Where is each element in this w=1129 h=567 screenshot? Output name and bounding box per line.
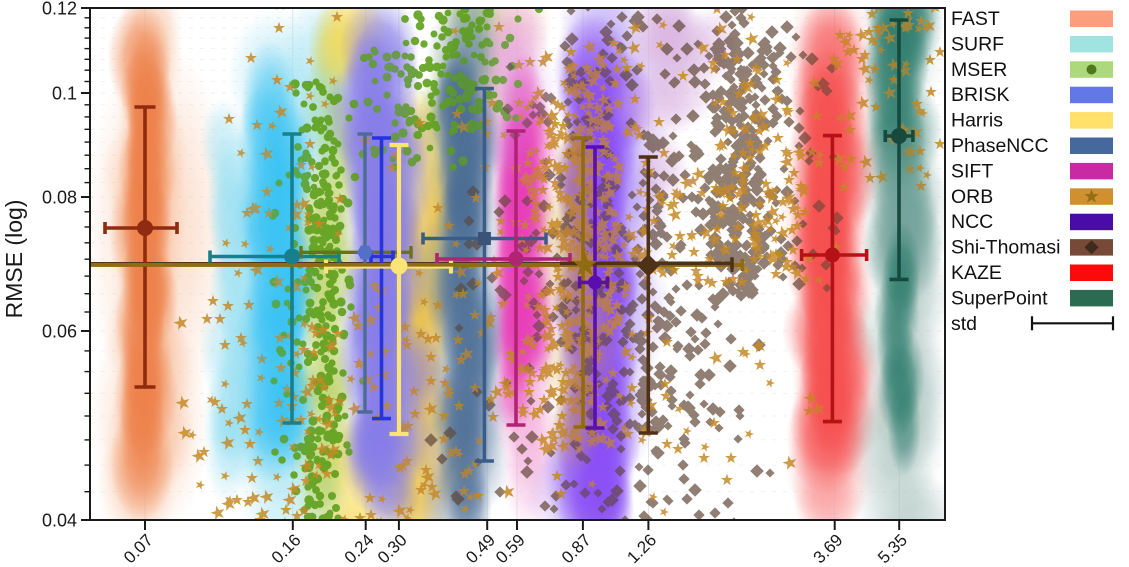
svg-text:MSER: MSER xyxy=(951,59,1007,81)
svg-text:Harris: Harris xyxy=(951,110,1003,132)
svg-text:BRISK: BRISK xyxy=(951,84,1010,106)
svg-text:Shi-Thomasi: Shi-Thomasi xyxy=(951,237,1060,259)
svg-text:std: std xyxy=(951,313,977,335)
svg-text:ORB: ORB xyxy=(951,186,993,208)
svg-text:KAZE: KAZE xyxy=(951,262,1002,284)
svg-text:NCC: NCC xyxy=(951,211,993,233)
svg-text:0.12: 0.12 xyxy=(42,0,77,18)
svg-text:RMSE (log): RMSE (log) xyxy=(1,200,27,319)
svg-text:SURF: SURF xyxy=(951,33,1004,55)
svg-text:SIFT: SIFT xyxy=(951,160,993,182)
svg-text:PhaseNCC: PhaseNCC xyxy=(951,135,1049,157)
svg-text:0.08: 0.08 xyxy=(42,187,77,207)
svg-text:0.06: 0.06 xyxy=(42,321,77,341)
svg-text:SuperPoint: SuperPoint xyxy=(951,287,1048,309)
svg-text:0.04: 0.04 xyxy=(42,510,77,530)
svg-text:0.1: 0.1 xyxy=(52,83,77,103)
svg-text:FAST: FAST xyxy=(951,8,1000,30)
